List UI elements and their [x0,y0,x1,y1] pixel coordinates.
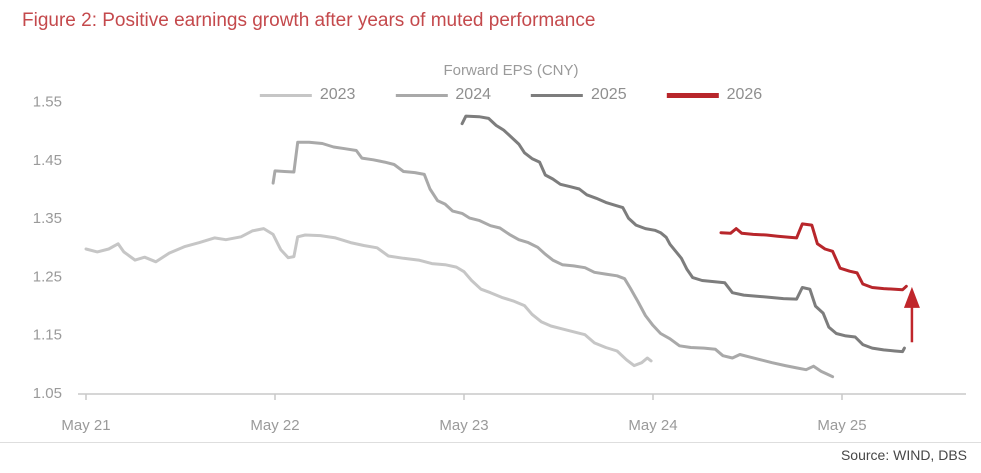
legend-label-2024: 2024 [455,86,491,103]
legend-item-2024: 2024 [395,86,491,104]
source-note: Source: WIND, DBS [840,447,967,463]
legend-label-2025: 2025 [591,86,627,103]
y-axis-label: 1.25 [33,268,62,285]
series-line-2025 [460,114,906,354]
x-axis-label: May 21 [61,417,110,434]
legend-row: 2023 2024 2025 2026 [259,86,763,104]
legend-item-2023: 2023 [259,86,356,104]
legend-swatch-2025-icon [531,93,583,97]
footer-divider [0,442,981,443]
series-line-2026 [719,222,908,292]
y-axis-label: 1.15 [33,327,62,344]
x-axis-label: May 23 [439,417,488,434]
legend-item-2025: 2025 [531,86,627,104]
y-axis-label: 1.35 [33,210,62,227]
legend-label-2026: 2026 [726,86,763,103]
series-line-2024 [271,140,835,379]
x-axis-label: May 22 [250,417,299,434]
growth-arrow-head-icon [903,286,920,308]
y-axis-label: 1.05 [33,385,62,402]
y-axis-label: 1.45 [33,152,62,169]
chart-legend: Forward EPS (CNY) 2023 2024 2025 2026 [259,62,763,104]
figure-title: Figure 2: Positive earnings growth after… [22,10,596,31]
legend-item-2026: 2026 [666,86,763,104]
legend-swatch-2023-icon [259,93,312,97]
legend-swatch-2024-icon [395,93,448,97]
x-axis-label: May 24 [628,417,677,434]
legend-label-2023: 2023 [319,86,356,103]
chart-title: Forward EPS (CNY) [443,62,579,79]
y-axis-label: 1.55 [33,94,62,111]
legend-swatch-2026-icon [666,92,719,98]
x-axis-label: May 25 [817,417,866,434]
series-line-2023 [84,227,653,368]
